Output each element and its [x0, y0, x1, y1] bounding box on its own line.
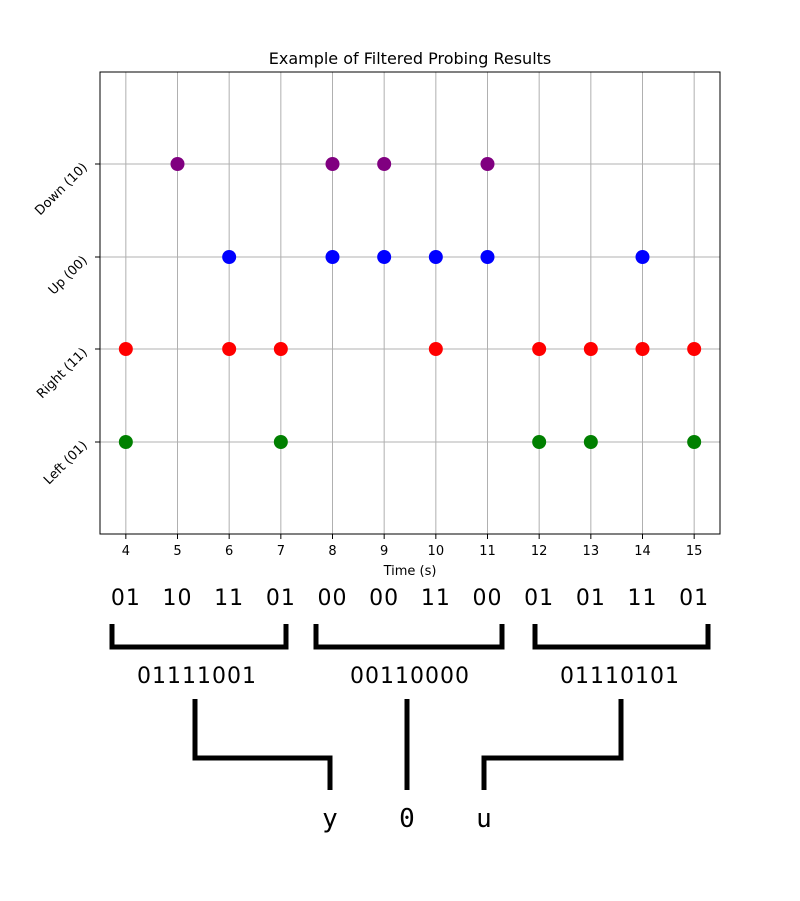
data-point [222, 250, 237, 264]
connector-3 [481, 699, 624, 790]
bit-pair-label: 10 [163, 586, 193, 611]
x-axis-label: Time (s) [383, 564, 437, 579]
y-tick-label: Right (11) [34, 345, 91, 402]
y-tick-label: Up (00) [46, 253, 91, 298]
data-point [273, 342, 288, 356]
x-tick-label: 7 [277, 544, 285, 559]
x-tick-label: 15 [686, 544, 703, 559]
decoded-char-3: u [476, 804, 492, 834]
x-tick-label: 13 [583, 544, 600, 559]
bit-pair-label: 11 [421, 586, 451, 611]
data-point [635, 250, 650, 264]
data-point [273, 435, 288, 449]
bit-pair-label: 01 [524, 586, 554, 611]
bit-pair-label: 01 [576, 586, 606, 611]
plot-frame [99, 71, 721, 535]
x-axis-ticks: 4 5 6 7 8 9 10 11 12 13 14 15 [122, 534, 703, 559]
data-point [480, 157, 495, 171]
bit-pair-label: 01 [679, 586, 709, 611]
data-point [687, 342, 702, 356]
bit-pair-label: 01 [111, 586, 141, 611]
data-points [118, 157, 702, 449]
byte-bracket-2 [313, 624, 505, 650]
grid-lines [100, 72, 720, 534]
data-point [377, 157, 392, 171]
x-tick-label: 12 [531, 544, 548, 559]
decoded-char-1: y [322, 804, 338, 834]
bit-pair-labels: 01 10 11 01 00 00 11 00 01 01 11 01 [111, 586, 709, 611]
data-point [583, 435, 598, 449]
data-point [377, 250, 392, 264]
x-tick-label: 5 [173, 544, 181, 559]
data-point [583, 342, 598, 356]
x-tick-label: 8 [328, 544, 336, 559]
x-tick-label: 10 [428, 544, 445, 559]
data-point [532, 435, 547, 449]
data-point [480, 250, 495, 264]
bit-pair-label: 00 [473, 586, 503, 611]
byte-label-2: 00110000 [350, 664, 470, 689]
bit-pair-label: 11 [628, 586, 658, 611]
bit-pair-label: 11 [214, 586, 244, 611]
chart-title: Example of Filtered Probing Results [269, 49, 552, 68]
data-point [325, 157, 340, 171]
data-point [428, 250, 443, 264]
y-tick-label: Left (01) [41, 438, 91, 488]
data-point [118, 435, 133, 449]
byte-bracket-1 [109, 624, 289, 650]
bit-pair-label: 00 [369, 586, 399, 611]
data-point [687, 435, 702, 449]
bit-pair-label: 00 [318, 586, 348, 611]
data-point [325, 250, 340, 264]
x-tick-label: 9 [380, 544, 388, 559]
decoded-char-2: 0 [399, 804, 415, 834]
data-point [118, 342, 133, 356]
y-axis-ticks: Left (01) Right (11) Up (00) Down (10) [32, 160, 100, 488]
data-point [170, 157, 185, 171]
data-point [222, 342, 237, 356]
byte-label-3: 01110101 [560, 664, 680, 689]
x-tick-label: 4 [122, 544, 130, 559]
x-tick-label: 14 [634, 544, 651, 559]
bit-pair-label: 01 [266, 586, 296, 611]
byte-bracket-3 [532, 624, 711, 650]
char-connectors [192, 699, 624, 790]
byte-label-1: 01111001 [137, 664, 257, 689]
data-point [428, 342, 443, 356]
y-tick-label: Down (10) [32, 160, 90, 218]
byte-brackets [109, 624, 711, 650]
connector-1 [192, 699, 333, 790]
x-tick-label: 6 [225, 544, 233, 559]
data-point [635, 342, 650, 356]
x-tick-label: 11 [479, 544, 496, 559]
data-point [532, 342, 547, 356]
